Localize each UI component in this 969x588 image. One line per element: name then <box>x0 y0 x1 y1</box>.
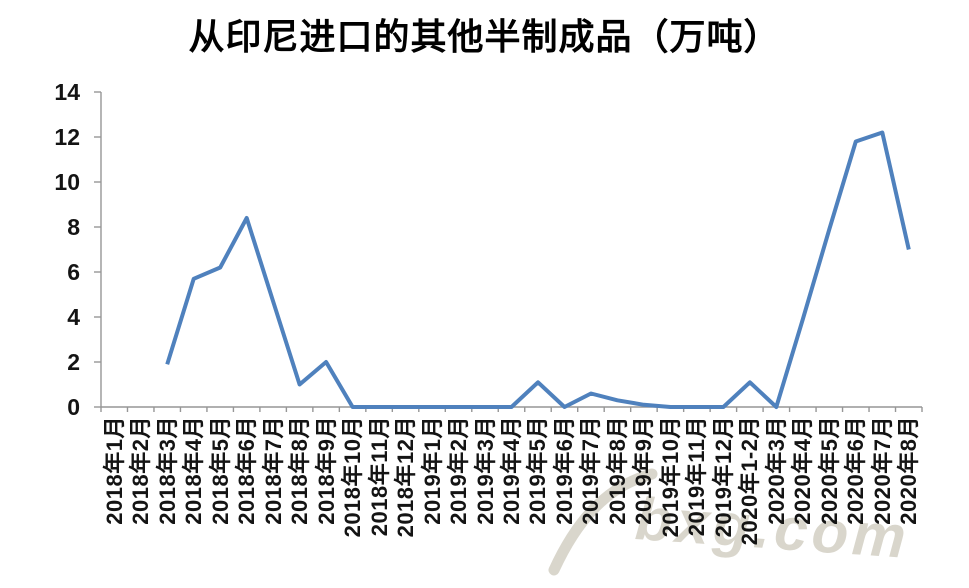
x-axis-label: 2018年3月 <box>154 416 180 525</box>
x-axis-label: 2019年11月 <box>684 416 710 537</box>
y-axis-label: 10 <box>54 169 80 195</box>
x-axis-label: 2019年4月 <box>499 416 524 525</box>
x-axis-label: 2019年10月 <box>657 416 683 538</box>
chart-title: 从印尼进口的其他半制成品（万吨） <box>188 16 781 57</box>
x-axis-label: 2018年4月 <box>181 416 207 525</box>
x-axis-label: 2020年4月 <box>790 416 816 525</box>
y-axis-label: 2 <box>67 349 80 375</box>
x-axis-label: 2020年7月 <box>869 416 895 525</box>
x-axis-label: 2018年7月 <box>260 416 286 525</box>
x-axis-label: 2020年5月 <box>816 416 842 525</box>
x-axis-label: 2020年3月 <box>763 416 789 525</box>
x-axis-label: 2019年5月 <box>525 416 551 525</box>
data-line-series <box>165 130 911 409</box>
x-axis-label: 2019年9月 <box>631 416 657 525</box>
x-axis-label: 2018年2月 <box>128 416 154 525</box>
x-axis-label: 2019年8月 <box>604 416 630 525</box>
x-axis-label: 2018年6月 <box>234 416 260 525</box>
x-axis-label: 2019年2月 <box>446 416 472 525</box>
x-axis-label: 2020年1-2月 <box>737 416 763 546</box>
x-axis-label: 2018年5月 <box>207 416 233 525</box>
y-axis-label: 0 <box>67 394 80 420</box>
x-axis-label: 2018年9月 <box>313 416 339 525</box>
x-axis-label: 2018年12月 <box>393 416 419 538</box>
x-axis-label: 2019年12月 <box>710 416 736 538</box>
x-axis-label: 2019年1月 <box>419 416 445 525</box>
x-axis-label: 2018年11月 <box>366 416 392 537</box>
x-axis-label: 2019年6月 <box>551 416 577 525</box>
x-axis-label: 2020年6月 <box>843 416 869 525</box>
y-axis-label: 4 <box>67 304 80 330</box>
x-axis-label: 2019年3月 <box>472 416 498 525</box>
x-axis-label: 2018年1月 <box>101 416 127 525</box>
x-axis-label: 2019年7月 <box>578 416 604 525</box>
x-axis-label: 2018年8月 <box>287 416 313 525</box>
y-axis-label: 8 <box>67 214 80 240</box>
y-axis-label: 6 <box>67 259 80 285</box>
y-axis-label: 12 <box>54 124 80 150</box>
x-axis-label: 2018年10月 <box>340 416 366 538</box>
y-axis-label: 14 <box>54 79 80 105</box>
x-axis-label: 2020年8月 <box>896 416 922 525</box>
